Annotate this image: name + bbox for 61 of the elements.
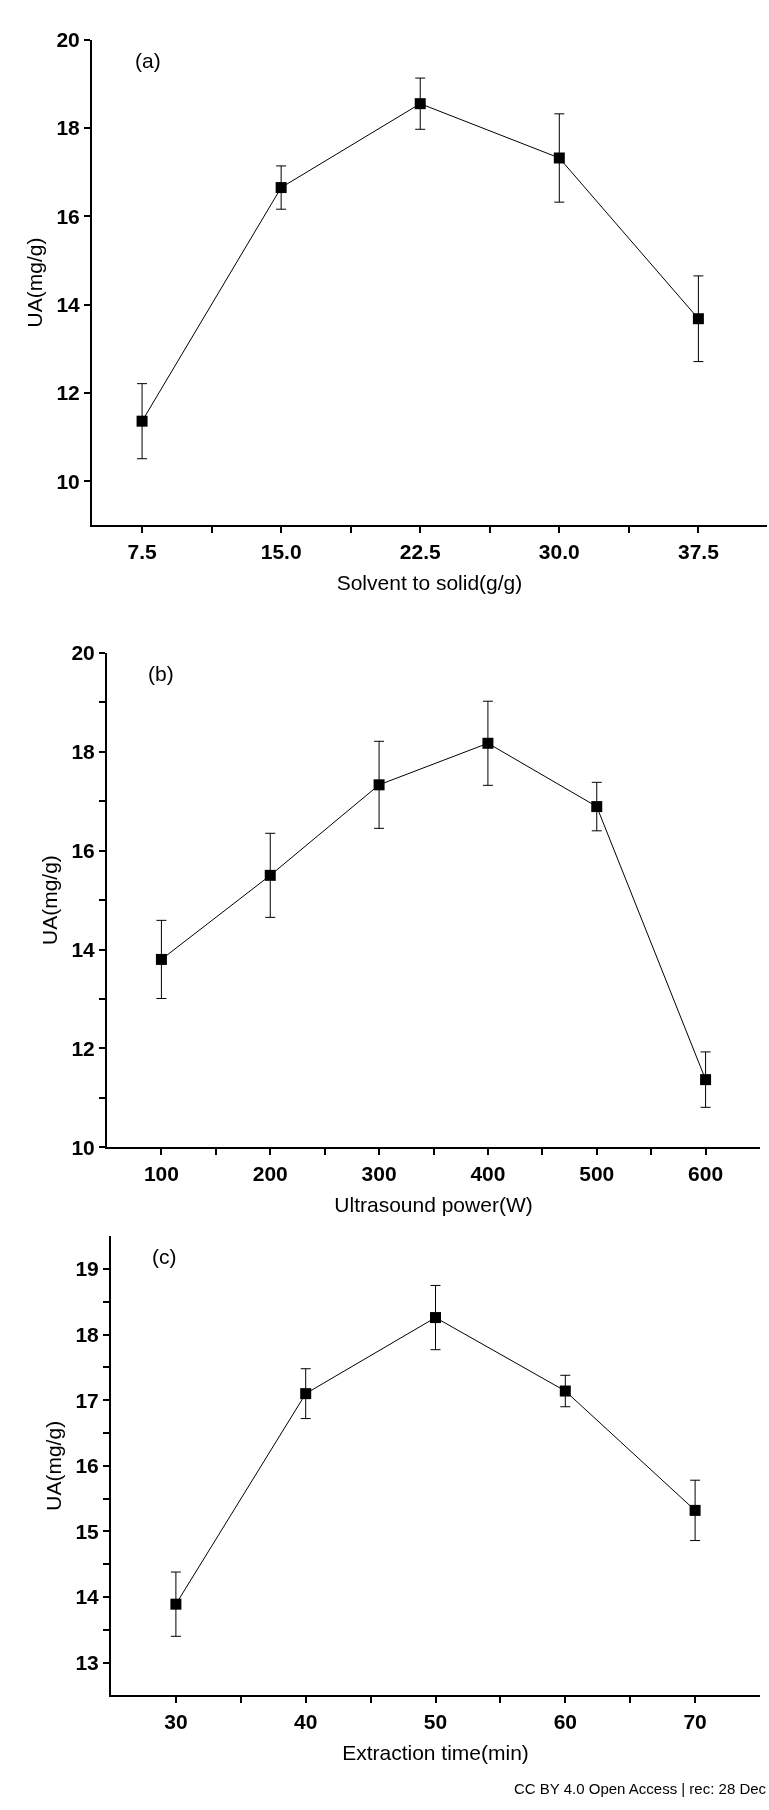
point [300,1388,312,1400]
x-tick-label: 600 [688,1161,724,1185]
point [264,869,276,881]
annotation: (a) [135,49,161,72]
point [414,98,426,110]
point [689,1504,701,1516]
point [553,152,565,164]
point [155,953,167,965]
y-axis-title: UA(mg/g) [23,237,47,328]
y-tick-label: 16 [56,204,80,228]
y-tick-label: 20 [71,641,95,665]
y-tick-label: 12 [71,1036,95,1060]
x-tick-label: 50 [423,1709,448,1733]
y-tick-label: 18 [71,740,96,764]
x-axis-title: Ultrasound power(W) [334,1193,533,1217]
x-tick-label: 40 [294,1709,318,1733]
y-tick-label: 12 [56,381,80,405]
y-tick-label: 10 [71,1135,95,1159]
text: CC BY 4.0 Open Access | rec: 28 Dec [514,1780,767,1797]
y-axis-title: UA(mg/g) [42,1420,66,1511]
y-tick-label: 10 [56,469,80,493]
x-axis-title: Solvent to solid(g/g) [336,571,523,595]
y-axis-title: UA(mg/g) [38,855,62,945]
y-tick-label: 19 [75,1257,99,1281]
x-tick-label: 200 [252,1161,288,1185]
point [700,1074,712,1086]
x-axis-title: Extraction time(min) [342,1741,529,1765]
point [373,779,385,791]
y-tick-label: 15 [75,1519,100,1543]
y-tick-label: 17 [75,1388,99,1412]
point [692,313,704,325]
point [591,801,603,813]
annotation: (b) [148,662,174,685]
point [430,1312,441,1324]
x-tick-label: 300 [361,1161,397,1185]
y-tick-label: 16 [75,1454,99,1478]
x-tick-label: 7.5 [127,539,157,563]
point [482,737,494,749]
x-tick-label: 30.0 [538,539,580,563]
y-tick-label: 13 [75,1650,99,1674]
x-tick-label: 100 [143,1161,179,1185]
y-tick-label: 20 [56,27,80,51]
x-tick-label: 22.5 [399,539,441,563]
x-tick-label: 500 [579,1161,615,1185]
y-tick-label: 16 [71,838,95,862]
point [275,182,287,194]
y-tick-label: 18 [56,116,81,140]
x-tick-label: 60 [553,1709,577,1733]
x-tick-label: 70 [683,1709,707,1733]
y-tick-label: 14 [56,292,81,316]
x-tick-label: 37.5 [677,539,720,563]
y-tick-label: 14 [75,1585,100,1609]
annotation: (c) [152,1245,177,1268]
x-tick-label: 400 [470,1161,506,1185]
point [559,1385,571,1397]
point [136,415,148,427]
y-tick-label: 18 [75,1322,100,1346]
point [170,1598,182,1610]
x-tick-label: 30 [164,1709,188,1733]
x-tick-label: 15.0 [260,539,302,563]
y-tick-label: 14 [71,937,96,961]
